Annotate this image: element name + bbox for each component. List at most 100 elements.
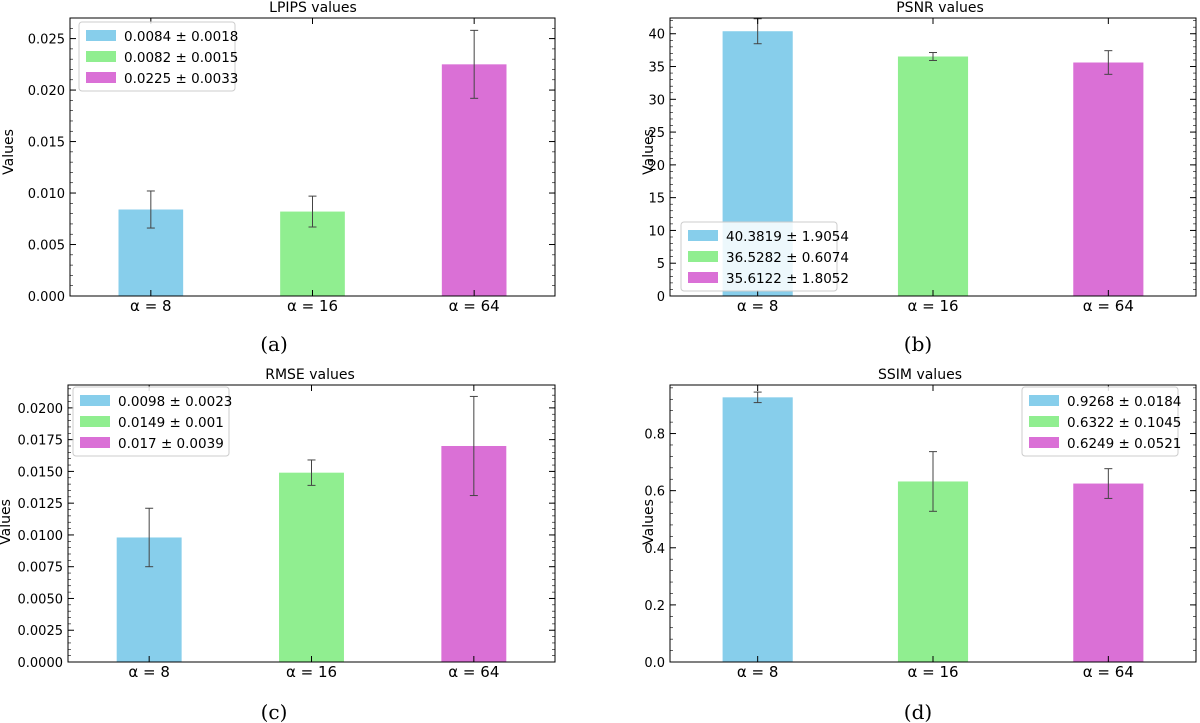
legend-swatch	[1029, 437, 1059, 448]
y-tick-label: 0.0175	[18, 434, 64, 449]
bar	[897, 56, 969, 296]
legend-swatch	[86, 72, 116, 83]
y-tick-label: 5	[657, 257, 665, 272]
y-tick-label: 25	[648, 126, 665, 141]
plot-area: 0.0000 0.0025 0.0050 0.0075 0.0100 0.0125 0.01…	[18, 384, 556, 681]
y-tick-label: 0.005	[28, 239, 65, 254]
y-tick-label: 0.0150	[18, 465, 64, 480]
y-tick-label: 0.000	[28, 290, 65, 305]
legend-box	[78, 21, 236, 92]
y-axis-label: Values	[1, 129, 17, 175]
y-tick-label: 0.0075	[18, 561, 64, 576]
x-tick-label: α = 16	[287, 297, 338, 315]
bar	[1073, 483, 1144, 662]
x-tick-label: α = 64	[448, 663, 499, 681]
legend-label: 0.017 ± 0.0039	[118, 436, 224, 452]
legend-swatch	[688, 272, 718, 283]
chart-title: RMSE values	[265, 367, 355, 383]
rmse-panel: RMSE values Values (c) 0.0000 0.0025 0.005…	[0, 367, 556, 723]
legend-label: 0.0098 ± 0.0023	[118, 394, 232, 410]
y-tick-label: 0	[657, 290, 665, 305]
y-tick-label: 20	[648, 159, 665, 174]
legend-label: 36.5282 ± 0.6074	[726, 250, 849, 266]
y-tick-label: 0.0025	[18, 624, 64, 639]
chart-title: PSNR values	[896, 0, 984, 16]
x-tick-label: α = 8	[128, 663, 170, 681]
legend-label: 0.0149 ± 0.001	[118, 415, 224, 431]
y-tick-label: 0.015	[28, 136, 65, 151]
psnr-panel: PSNR values Values (b) 0 5 10 15 20 25 30 35 40 α…	[641, 0, 1197, 356]
y-tick-label: 0.025	[28, 33, 65, 48]
legend: 0.0098 ± 0.0023 0.0149 ± 0.001 0.017 ± 0.0…	[72, 386, 232, 457]
legend-box	[680, 221, 838, 292]
ssim-panel: SSIM values Values (d) 0.0 0.2 0.4 0.6 0.8 α …	[641, 367, 1197, 723]
panel-caption: (b)	[904, 332, 932, 356]
legend-swatch	[688, 230, 718, 241]
y-tick-label: 0.0000	[18, 656, 64, 671]
y-tick-label: 0.8	[644, 428, 665, 443]
y-tick-label: 0.2	[644, 599, 665, 614]
legend: 40.3819 ± 1.9054 36.5282 ± 0.6074 35.6122 …	[680, 221, 849, 292]
legend-swatch	[1029, 416, 1059, 427]
bar	[441, 64, 507, 296]
y-tick-label: 35	[648, 61, 665, 76]
legend-swatch	[86, 30, 116, 41]
legend-label: 40.3819 ± 1.9054	[726, 229, 849, 245]
panel-caption: (c)	[261, 700, 288, 723]
x-tick-label: α = 64	[449, 297, 500, 315]
x-tick-label: α = 8	[737, 663, 779, 681]
legend-label: 0.6322 ± 0.1045	[1067, 415, 1181, 431]
legend-swatch	[86, 51, 116, 62]
plot-area: 0 5 10 15 20 25 30 35 40 α = 8 α = 16 α = 64	[648, 17, 1197, 315]
legend-box	[72, 386, 230, 457]
panel-caption: (a)	[260, 332, 288, 356]
legend-label: 35.6122 ± 1.8052	[726, 271, 849, 287]
legend-label: 0.0082 ± 0.0015	[124, 50, 238, 66]
legend-swatch	[688, 251, 718, 262]
y-tick-label: 0.0050	[18, 592, 64, 607]
legend-box	[1021, 386, 1179, 457]
chart-title: SSIM values	[878, 367, 962, 383]
legend: 0.0084 ± 0.0018 0.0082 ± 0.0015 0.0225 ± 0…	[78, 21, 238, 92]
y-tick-label: 0.0	[644, 656, 665, 671]
y-tick-label: 40	[648, 28, 665, 43]
x-tick-label: α = 16	[286, 663, 337, 681]
y-axis-label: Values	[0, 499, 14, 545]
x-tick-label: α = 64	[1083, 663, 1134, 681]
x-tick-label: α = 16	[907, 663, 958, 681]
legend: 0.9268 ± 0.0184 0.6322 ± 0.1045 0.6249 ± 0…	[1021, 386, 1181, 457]
y-tick-label: 0.4	[644, 542, 665, 557]
y-tick-label: 0.6	[644, 485, 665, 500]
lpips-panel: LPIPS values Values (a) 0.0000.0050.0100…	[1, 0, 556, 356]
legend-label: 0.9268 ± 0.0184	[1067, 394, 1181, 410]
y-axis-label: Values	[641, 129, 657, 175]
y-tick-label: 10	[648, 224, 665, 239]
y-tick-label: 0.0100	[18, 529, 64, 544]
legend-swatch	[80, 437, 110, 448]
y-axis-label: Values	[641, 499, 657, 545]
legend-swatch	[1029, 395, 1059, 406]
bar	[279, 472, 344, 662]
legend-label: 0.0084 ± 0.0018	[124, 29, 238, 45]
y-tick-label: 0.010	[28, 187, 65, 202]
y-tick-label: 0.0125	[18, 497, 64, 512]
y-tick-label: 0.020	[28, 84, 65, 99]
plot-area: 0.0 0.2 0.4 0.6 0.8 α = 8 α = 16 α = 64	[644, 384, 1197, 681]
bar	[722, 397, 793, 662]
bar	[1073, 62, 1144, 296]
legend-swatch	[80, 416, 110, 427]
panel-caption: (d)	[904, 700, 932, 723]
y-tick-label: 30	[648, 93, 665, 108]
legend-swatch	[80, 395, 110, 406]
chart-title: LPIPS values	[269, 0, 357, 16]
x-tick-label: α = 64	[1083, 297, 1134, 315]
legend-label: 0.0225 ± 0.0033	[124, 71, 238, 87]
x-tick-label: α = 8	[130, 297, 172, 315]
legend-label: 0.6249 ± 0.0521	[1067, 436, 1181, 452]
y-tick-label: 15	[648, 192, 665, 207]
y-tick-label: 0.0200	[18, 402, 64, 417]
x-tick-label: α = 16	[907, 297, 958, 315]
plot-area: 0.000 0.005 0.010 0.015 0.020 0.025 α = 8 α = 1…	[28, 17, 556, 315]
x-tick-label: α = 8	[737, 297, 779, 315]
